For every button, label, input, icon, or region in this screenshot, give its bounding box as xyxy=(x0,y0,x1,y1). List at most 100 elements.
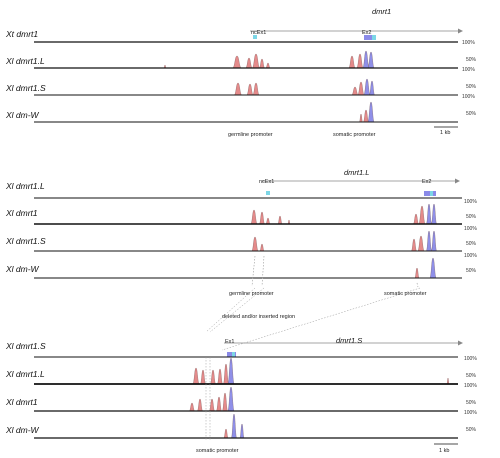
peak-noncoding xyxy=(418,205,426,225)
panel-3-row-1-label: Xl dmrt1.L xyxy=(5,369,45,379)
peak-noncoding xyxy=(413,213,419,225)
panel-2-row-1-label: Xl dmrt1 xyxy=(5,208,38,218)
panel-2-gene-name: dmrt1.L xyxy=(344,168,369,177)
pct-100: 100% xyxy=(464,356,477,362)
peak-noncoding xyxy=(259,243,265,252)
peak-noncoding xyxy=(252,53,260,69)
peak-noncoding xyxy=(414,267,420,279)
panel-2-row-2-label: Xl dmrt1.S xyxy=(5,236,46,246)
germline-promoter-guide xyxy=(261,255,265,287)
peak-noncoding xyxy=(417,235,425,252)
peak-exon xyxy=(363,78,371,96)
panel-1-gene-arrowhead xyxy=(458,28,463,34)
peak-noncoding xyxy=(351,86,359,96)
panel-1-exon-2-utr xyxy=(372,35,376,40)
pct-50: 50% xyxy=(466,373,477,379)
peak-noncoding xyxy=(223,363,229,385)
inserted-region-label: deleted and/or inserted region xyxy=(222,314,295,320)
panel-3-exon-1-box xyxy=(227,352,236,357)
peak-exon xyxy=(431,230,437,252)
pct-100: 100% xyxy=(464,410,477,416)
pct-100: 100% xyxy=(464,226,477,232)
pct-50: 50% xyxy=(466,241,477,247)
pct-50: 50% xyxy=(466,57,477,63)
pct-50: 50% xyxy=(466,111,477,117)
panel-1-exon-2-label: Ex2 xyxy=(362,30,371,36)
panel-3-exon-1-utr xyxy=(232,352,235,357)
peak-noncoding xyxy=(209,398,215,412)
peak-noncoding xyxy=(216,396,222,412)
peak-exon xyxy=(227,357,235,385)
pct-50: 50% xyxy=(466,268,477,274)
panel-1-germline-promoter-label: germline promoter xyxy=(228,132,273,138)
peak-noncoding xyxy=(246,83,254,96)
peak-noncoding xyxy=(356,53,364,69)
pct-100: 100% xyxy=(464,383,477,389)
pct-50: 50% xyxy=(466,214,477,220)
panel-1-reference-label: Xt dmrt1 xyxy=(5,29,38,39)
peak-noncoding xyxy=(359,113,363,123)
peak-exon xyxy=(431,203,437,225)
peak-noncoding xyxy=(210,369,216,385)
pct-50: 50% xyxy=(466,427,477,433)
panel-2: dmrt1.L ncEx1 Ex2 Xl dmrt1.L Xl dmrt1 Xl… xyxy=(5,168,477,320)
peak-noncoding xyxy=(363,109,369,123)
panel-3-scale-label: 1 kb xyxy=(439,448,449,454)
panel-3-row-3-label: Xl dm-W xyxy=(5,425,40,435)
alignment-lines-layer xyxy=(34,28,463,445)
peak-exon xyxy=(426,230,432,252)
panel-3-reference-label: Xl dmrt1.S xyxy=(5,341,46,351)
panel-1-exon-1-box xyxy=(253,35,257,39)
peak-exon xyxy=(367,51,375,69)
peak-exon xyxy=(367,101,375,123)
peak-noncoding xyxy=(265,62,271,69)
pct-100: 100% xyxy=(462,40,475,46)
peak-noncoding xyxy=(217,368,223,385)
panel-2-somatic-promoter-label: somatic promoter xyxy=(384,291,427,297)
panel-3-row-2-label: Xl dmrt1 xyxy=(5,397,38,407)
panel-2-gene-arrowhead xyxy=(455,178,460,184)
peak-exon xyxy=(239,423,245,439)
panel-1-gene-name: dmrt1 xyxy=(372,7,391,16)
peak-exon xyxy=(426,203,432,225)
pct-50: 50% xyxy=(466,84,477,90)
panel-3-somatic-promoter-label: somatic promoter xyxy=(196,448,239,454)
peak-noncoding xyxy=(265,217,271,225)
panel-1-somatic-promoter-label: somatic promoter xyxy=(333,132,376,138)
panel-1-row-2-label: Xl dmrt1.S xyxy=(5,83,46,93)
panel-3-gene-name: dmrt1.S xyxy=(336,336,362,345)
peak-noncoding xyxy=(411,238,417,252)
panel-2-exon-1-label: ncEx1 xyxy=(259,179,274,185)
panel-1-row-1-label: Xl dmrt1.L xyxy=(5,56,45,66)
peak-noncoding xyxy=(357,81,365,96)
peak-exon xyxy=(362,50,370,69)
peak-noncoding xyxy=(277,215,283,225)
pct-50: 50% xyxy=(466,400,477,406)
panel-1-row-3-label: Xl dm-W xyxy=(5,110,40,120)
pct-100: 100% xyxy=(464,199,477,205)
peak-noncoding xyxy=(232,55,242,69)
panel-1-scale-label: 1 kb xyxy=(440,130,450,136)
panel-3-exon-1-label: Ex1 xyxy=(225,339,234,345)
panel-2-exon-1-box xyxy=(266,191,270,195)
peak-noncoding xyxy=(446,377,450,385)
peak-noncoding xyxy=(223,428,229,439)
peak-exon xyxy=(429,257,437,279)
peak-noncoding xyxy=(348,55,356,69)
panel-2-reference-label: Xl dmrt1.L xyxy=(5,181,45,191)
panel-1: dmrt1 ncEx1 Ex2 Xt dmrt1 Xl dmrt1.L Xl d… xyxy=(5,7,477,138)
peak-noncoding xyxy=(245,57,253,69)
peak-noncoding xyxy=(259,58,265,69)
panel-1-exon-1-label: ncEx1 xyxy=(251,30,266,36)
pct-100: 100% xyxy=(464,253,477,259)
panel-2-exon-2-utr xyxy=(430,191,433,196)
peak-exon xyxy=(227,386,235,412)
panel-2-germline-promoter-label: germline promoter xyxy=(229,291,274,297)
peak-noncoding xyxy=(192,367,200,385)
peak-noncoding xyxy=(250,209,258,225)
peak-noncoding xyxy=(200,369,206,385)
panel-3-gene-arrowhead xyxy=(458,340,463,346)
deleted-region-guide xyxy=(205,287,256,333)
panel-3: Ex1 dmrt1.S Xl dmrt1.S Xl dmrt1.L Xl dmr… xyxy=(5,336,477,454)
